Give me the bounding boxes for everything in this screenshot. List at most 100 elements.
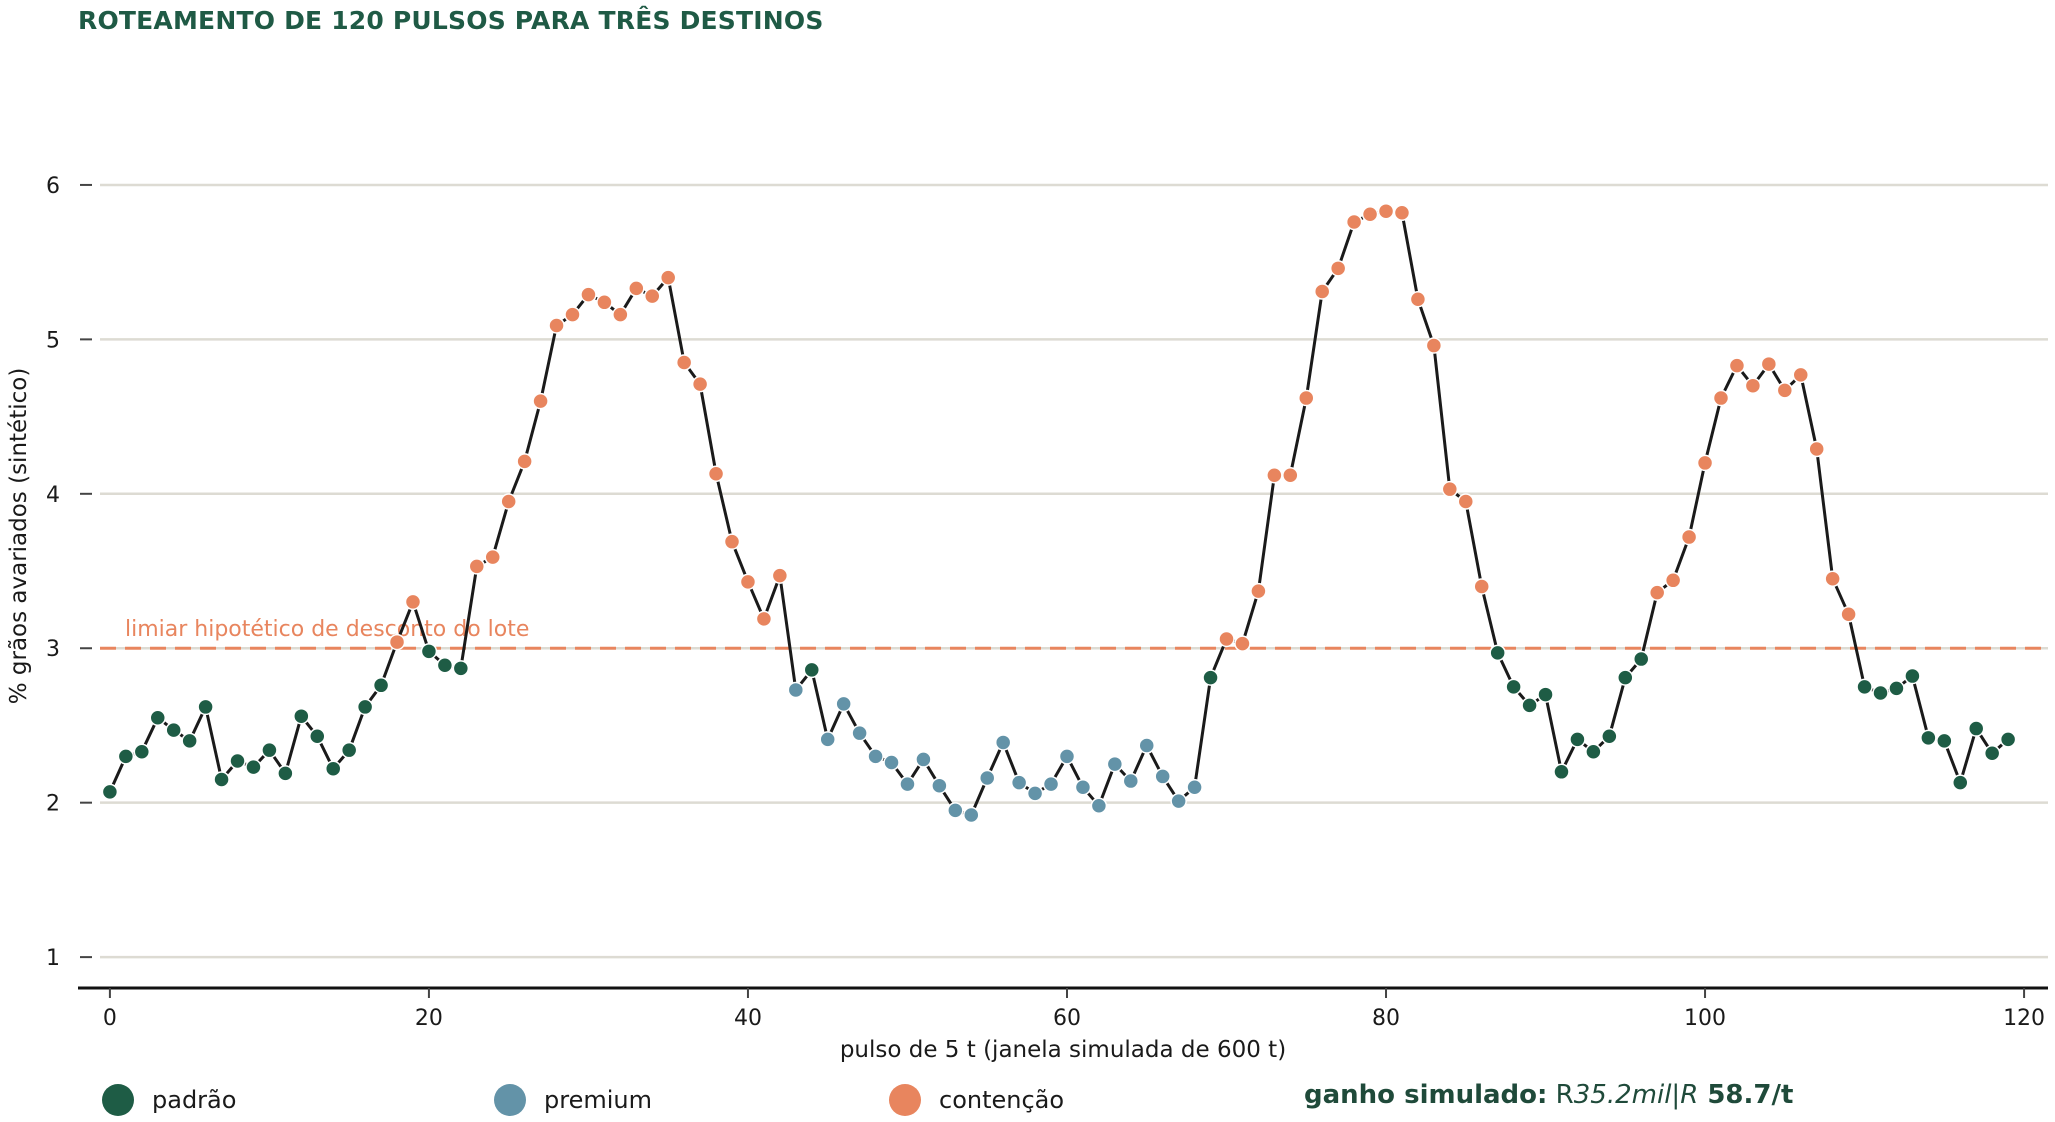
data-point-5 xyxy=(181,732,198,750)
note-currency: R xyxy=(1547,1080,1574,1110)
threshold-label: limiar hipotético de desconto do lote xyxy=(125,617,529,642)
data-point-59 xyxy=(1042,775,1060,793)
data-point-95 xyxy=(1617,669,1634,686)
data-point-85 xyxy=(1457,493,1475,510)
data-point-48 xyxy=(867,748,884,765)
y-tick-label-2: 2 xyxy=(46,792,60,817)
data-point-38 xyxy=(707,465,725,482)
legend-label-padrao: padrão xyxy=(152,1086,237,1114)
data-point-11 xyxy=(277,765,294,782)
data-point-111 xyxy=(1872,684,1889,702)
data-point-98 xyxy=(1664,572,1682,589)
threshold-layer: limiar hipotético de desconto do lote xyxy=(100,617,2048,650)
data-point-32 xyxy=(612,306,629,323)
data-point-73 xyxy=(1266,467,1283,484)
data-point-22 xyxy=(452,660,470,677)
data-point-118 xyxy=(1983,745,2001,762)
data-point-4 xyxy=(165,721,182,739)
data-point-78 xyxy=(1345,213,1363,231)
data-point-107 xyxy=(1808,440,1825,458)
y-tick-label-4: 4 xyxy=(46,483,60,508)
data-point-28 xyxy=(548,317,565,334)
data-point-63 xyxy=(1106,755,1124,773)
data-point-90 xyxy=(1537,686,1554,703)
data-point-81 xyxy=(1393,204,1411,221)
x-tick-label-60: 60 xyxy=(1053,1006,1081,1031)
data-point-51 xyxy=(915,751,932,768)
data-points xyxy=(101,202,2017,824)
simulated-gain-note: ganho simulado: R35.2mil|R 58.7/t xyxy=(1304,1080,1793,1110)
x-tick-label-80: 80 xyxy=(1372,1006,1400,1031)
data-point-65 xyxy=(1138,737,1155,754)
data-point-109 xyxy=(1840,606,1857,623)
data-point-42 xyxy=(771,567,789,584)
note-label: ganho simulado: xyxy=(1304,1080,1548,1110)
data-point-10 xyxy=(261,741,278,759)
data-point-47 xyxy=(851,724,868,742)
x-tick-label-40: 40 xyxy=(734,1006,762,1031)
data-point-64 xyxy=(1122,772,1140,790)
y-tick-label-5: 5 xyxy=(46,328,60,353)
data-point-117 xyxy=(1967,720,1985,737)
data-point-94 xyxy=(1601,728,1618,745)
data-point-75 xyxy=(1298,389,1315,407)
data-point-88 xyxy=(1505,678,1522,696)
data-point-35 xyxy=(659,269,677,286)
data-point-87 xyxy=(1489,644,1506,662)
data-point-70 xyxy=(1218,630,1235,648)
data-point-39 xyxy=(723,533,741,550)
data-point-18 xyxy=(388,633,406,651)
data-point-77 xyxy=(1329,260,1347,277)
data-point-33 xyxy=(628,280,645,297)
note-per-ton: 58.7/t xyxy=(1698,1080,1794,1110)
data-point-30 xyxy=(580,286,597,303)
data-point-25 xyxy=(500,493,517,510)
data-point-54 xyxy=(963,806,980,824)
data-point-119 xyxy=(1999,731,2017,748)
data-point-20 xyxy=(420,643,438,660)
data-point-105 xyxy=(1776,382,1794,399)
data-point-104 xyxy=(1760,355,1778,373)
data-point-91 xyxy=(1553,763,1570,781)
data-point-106 xyxy=(1792,366,1810,384)
data-point-14 xyxy=(324,760,342,777)
data-point-31 xyxy=(596,294,613,311)
data-point-15 xyxy=(340,741,358,759)
data-point-8 xyxy=(229,752,246,770)
data-point-116 xyxy=(1952,774,1969,791)
data-point-16 xyxy=(356,698,374,716)
data-point-9 xyxy=(245,758,262,776)
data-point-72 xyxy=(1250,582,1267,600)
data-point-102 xyxy=(1728,357,1746,374)
data-point-43 xyxy=(787,681,805,699)
data-point-34 xyxy=(644,287,661,305)
data-point-96 xyxy=(1632,650,1650,668)
legend-marker-contencao xyxy=(889,1084,921,1116)
y-tick-label-6: 6 xyxy=(46,174,60,199)
data-point-115 xyxy=(1936,732,1953,750)
data-point-93 xyxy=(1585,743,1602,760)
data-point-67 xyxy=(1170,792,1187,810)
data-point-92 xyxy=(1569,731,1586,748)
data-point-100 xyxy=(1696,454,1714,472)
data-point-23 xyxy=(468,558,486,575)
data-point-97 xyxy=(1648,584,1666,601)
y-tick-label-3: 3 xyxy=(46,637,60,662)
data-point-27 xyxy=(532,392,549,410)
data-point-50 xyxy=(899,775,916,793)
data-point-6 xyxy=(197,698,214,716)
x-axis-label: pulso de 5 t (janela simulada de 600 t) xyxy=(840,1037,1286,1063)
data-point-68 xyxy=(1186,778,1203,796)
data-point-74 xyxy=(1282,467,1299,484)
y-tick-label-1: 1 xyxy=(46,946,60,971)
data-point-24 xyxy=(484,548,501,566)
legend-label-premium: premium xyxy=(544,1086,652,1114)
data-point-57 xyxy=(1010,774,1028,791)
data-point-53 xyxy=(947,802,964,819)
data-point-103 xyxy=(1744,377,1762,394)
data-point-37 xyxy=(691,375,709,393)
data-point-112 xyxy=(1888,680,1905,697)
data-point-7 xyxy=(213,771,230,788)
data-point-79 xyxy=(1361,206,1379,223)
